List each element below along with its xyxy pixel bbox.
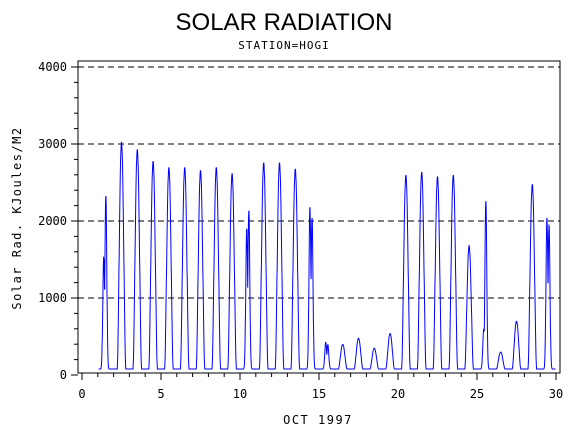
y-axis-label: Solar Rad. KJoules/M2 bbox=[10, 126, 24, 309]
solar-radiation-series-line bbox=[98, 141, 556, 370]
x-axis-label: OCT 1997 bbox=[283, 413, 353, 427]
x-tick-label-5: 5 bbox=[157, 387, 164, 401]
y-tick-label-4000: 4000 bbox=[38, 60, 67, 74]
y-tick-label-1000: 1000 bbox=[38, 291, 67, 305]
x-axis: 0 5 10 15 20 25 30 bbox=[78, 373, 563, 401]
y-tick-label-2000: 2000 bbox=[38, 214, 67, 228]
x-tick-label-10: 10 bbox=[233, 387, 247, 401]
x-tick-label-20: 20 bbox=[391, 387, 405, 401]
y-tick-label-3000: 3000 bbox=[38, 137, 67, 151]
x-tick-label-25: 25 bbox=[470, 387, 484, 401]
x-tick-label-0: 0 bbox=[78, 387, 85, 401]
chart-subtitle: STATION=HOGI bbox=[238, 39, 329, 52]
y-tick-label-0: 0 bbox=[60, 368, 67, 382]
x-tick-label-15: 15 bbox=[312, 387, 326, 401]
gridlines bbox=[78, 66, 560, 299]
chart-title: SOLAR RADIATION bbox=[176, 9, 393, 36]
y-axis: 0 1000 2000 3000 4000 bbox=[38, 60, 78, 382]
x-tick-label-30: 30 bbox=[549, 387, 563, 401]
